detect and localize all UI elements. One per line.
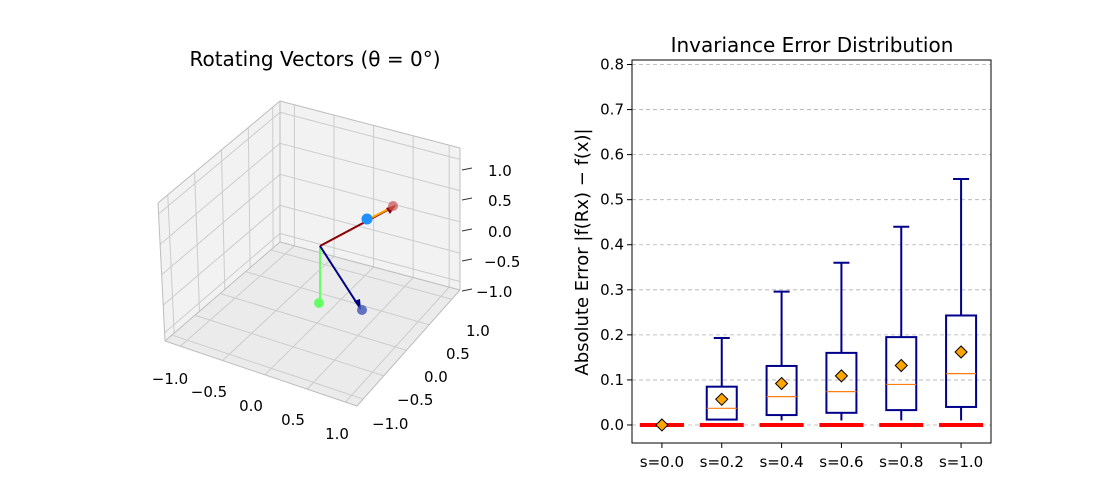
y-tick-label: 0.5 (600, 191, 624, 209)
x-tick-label: s=1.0 (939, 453, 983, 471)
x-tick-label: 1.0 (325, 425, 349, 443)
x-tick-label: −1.0 (152, 370, 188, 388)
plot-frame (632, 60, 991, 443)
point-navy (357, 305, 367, 315)
z-tick-label: −1.0 (476, 283, 512, 301)
point-red (388, 201, 398, 211)
mean-marker (656, 419, 668, 431)
x-tick-label: s=0.2 (700, 453, 744, 471)
box-s=1.0 (939, 179, 983, 425)
z-tick-label: 0.0 (488, 223, 512, 241)
box-iqr (767, 366, 797, 415)
box-iqr (826, 353, 856, 413)
z-axis-ticks: 1.0 0.5 0.0 −0.5 −1.0 (476, 162, 520, 301)
y-tick-label: 0.6 (600, 146, 624, 164)
point-green (314, 298, 324, 308)
point-blue (362, 214, 373, 225)
z-tick-mark (462, 229, 472, 231)
y-tick-label: 0.7 (600, 101, 624, 119)
z-tick-mark (462, 168, 472, 170)
y-tick-label: 0.4 (600, 236, 624, 254)
mean-marker (955, 346, 967, 358)
rotating-vectors-panel: Rotating Vectors (θ = 0°) 1.0 (152, 47, 521, 443)
x-tick-label: s=0.4 (759, 453, 803, 471)
box-series (640, 179, 983, 431)
box-s=0.0 (640, 419, 684, 431)
x-tick-label: s=0.6 (819, 453, 863, 471)
z-tick-label: 1.0 (488, 162, 512, 180)
x-tick-label: 0.5 (281, 411, 305, 429)
x-tick-label: s=0.8 (879, 453, 923, 471)
z-tick-label: −0.5 (484, 253, 520, 271)
y-tick-label: −1.0 (372, 415, 408, 433)
chart-title: Invariance Error Distribution (671, 33, 954, 57)
mean-marker (776, 378, 788, 390)
y-tick-label: 0.0 (600, 416, 624, 434)
x-tick-label: 0.0 (239, 397, 263, 415)
box-plot-panel: Invariance Error Distribution Absolute E… (572, 33, 991, 471)
left-panel-title: Rotating Vectors (θ = 0°) (189, 47, 440, 71)
y-axis-ticks: 0.0 0.1 0.2 0.3 0.4 0.5 0.6 0.7 0.8 (600, 56, 632, 434)
y-tick-label: 0.3 (600, 281, 624, 299)
y-tick-label: 0.2 (600, 326, 624, 344)
z-tick-mark (462, 259, 472, 261)
z-tick-label: 0.5 (488, 192, 512, 210)
y-grid-lines (632, 65, 991, 425)
y-tick-label: 1.0 (466, 322, 490, 340)
mean-marker (716, 393, 728, 405)
y-tick-label: 0.8 (600, 56, 624, 74)
y-axis-label: Absolute Error |f(Rx) − f(x)| (572, 128, 593, 375)
box-s=0.8 (879, 227, 923, 425)
x-tick-label: −0.5 (191, 383, 227, 401)
z-tick-mark (462, 198, 472, 200)
box-s=0.4 (760, 292, 804, 425)
box-s=0.6 (819, 263, 863, 425)
y-tick-label: 0.0 (424, 368, 448, 386)
z-tick-mark (462, 289, 472, 291)
box-iqr (886, 337, 916, 410)
mean-marker (895, 359, 907, 371)
box-iqr (946, 315, 976, 406)
box-s=0.2 (700, 338, 744, 425)
x-axis-ticks: s=0.0 s=0.2 s=0.4 s=0.6 s=0.8 s=1.0 (640, 443, 983, 471)
y-tick-label: 0.5 (446, 345, 470, 363)
x-tick-label: s=0.0 (640, 453, 684, 471)
y-tick-label: 0.1 (600, 371, 624, 389)
y-tick-label: −0.5 (397, 391, 433, 409)
